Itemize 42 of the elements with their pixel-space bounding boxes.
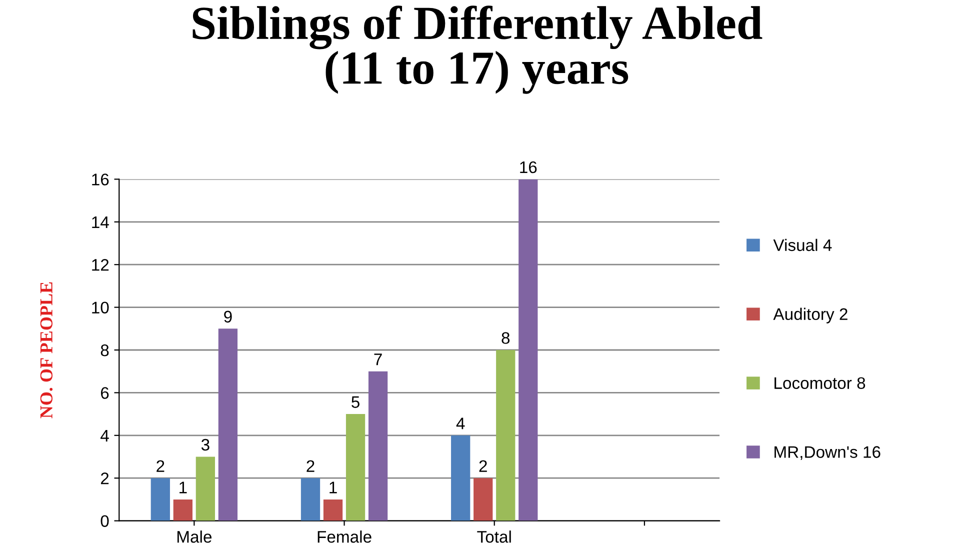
legend-label: Visual 4 xyxy=(773,238,832,252)
bar xyxy=(518,179,538,521)
data-label: 2 xyxy=(306,460,314,472)
data-label: 2 xyxy=(156,460,164,472)
x-tick-label: Total xyxy=(477,530,511,543)
bar xyxy=(496,350,516,521)
x-tick-label: Female xyxy=(318,530,372,543)
y-tick-label: 12 xyxy=(92,259,109,271)
y-tick-label: 6 xyxy=(100,387,109,399)
data-label: 7 xyxy=(374,354,382,366)
bar xyxy=(474,478,493,521)
x-tick-label: Male xyxy=(177,530,212,543)
data-label: 5 xyxy=(352,396,360,408)
bar xyxy=(451,435,470,521)
bar xyxy=(173,499,192,521)
bar xyxy=(218,328,238,521)
y-axis-title: NO. OF PEOPLE xyxy=(40,282,53,418)
data-label: 2 xyxy=(479,460,487,472)
y-tick-label: 0 xyxy=(100,515,109,528)
bar xyxy=(196,456,215,521)
chart-title: Siblings of Differently Abled (11 to 17) years xyxy=(192,6,762,94)
y-tick-label: 16 xyxy=(92,174,109,186)
legend-label: MR,Down's 16 xyxy=(774,446,880,460)
bar xyxy=(368,371,388,521)
bar xyxy=(346,414,366,521)
data-label: 8 xyxy=(502,332,510,344)
legend-label: Locomotor 8 xyxy=(774,377,866,389)
bar xyxy=(150,478,170,521)
data-label: 9 xyxy=(224,310,232,323)
y-tick-label: 10 xyxy=(92,302,109,314)
data-label: 16 xyxy=(520,161,537,174)
bar xyxy=(323,499,343,521)
y-tick-label: 14 xyxy=(92,216,109,228)
data-label: 1 xyxy=(330,482,337,494)
data-label: 4 xyxy=(456,418,465,430)
y-tick-label: 8 xyxy=(100,344,109,356)
data-label: 3 xyxy=(201,438,210,451)
bar xyxy=(300,478,320,521)
data-label: 1 xyxy=(180,482,187,494)
legend-label: Auditory 2 xyxy=(773,308,848,324)
y-tick-label: 4 xyxy=(100,430,109,442)
y-tick-label: 2 xyxy=(100,472,109,484)
